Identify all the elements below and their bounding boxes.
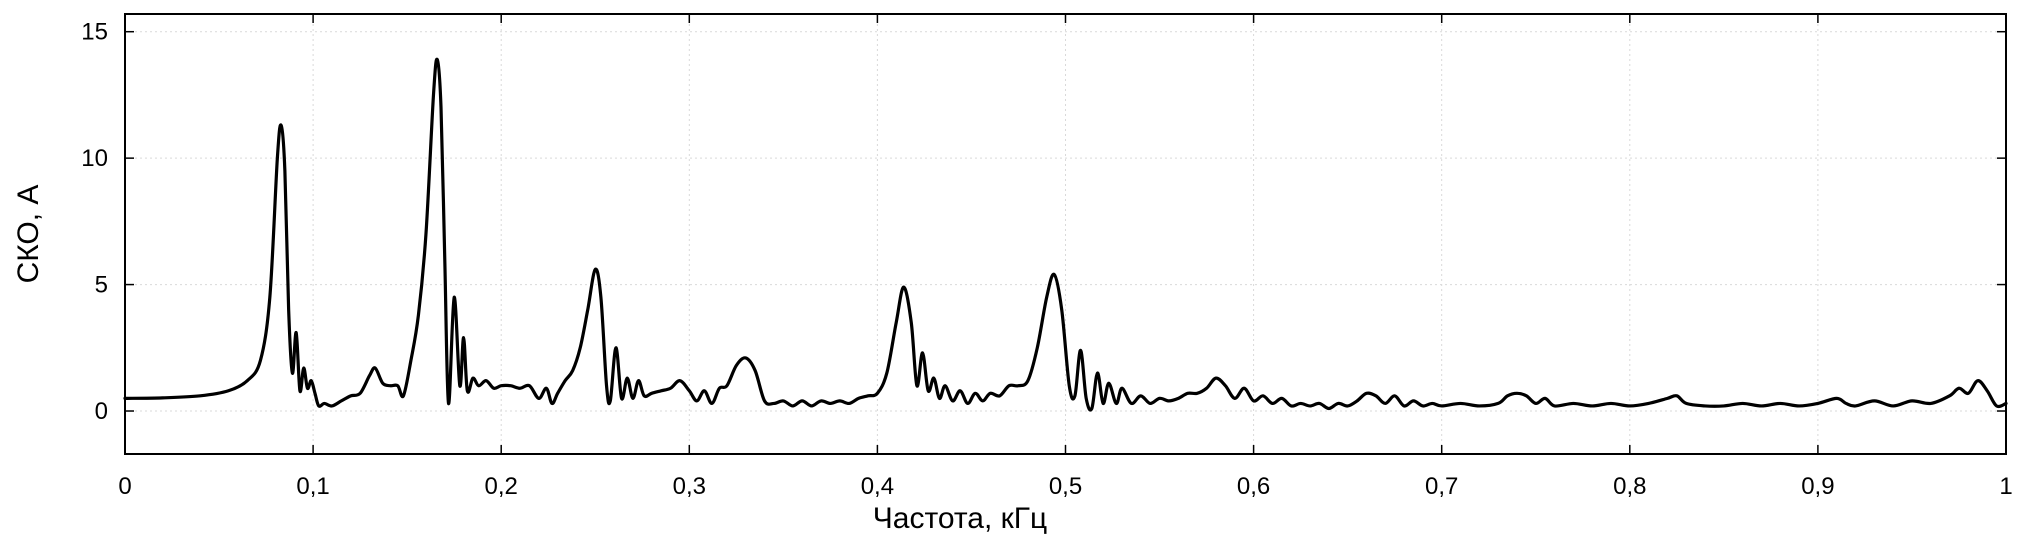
x-tick-label: 0,2 [485,473,518,500]
x-tick-labels: 0 0,1 0,2 0,3 0,4 0,5 0,6 0,7 0,8 0,9 1 [118,473,2012,500]
y-tick-label: 15 [81,19,108,46]
x-tick-label: 0,4 [861,473,894,500]
y-tick-label: 5 [95,272,108,299]
x-tick-label: 0,5 [1049,473,1082,500]
y-axis-title: СКО, А [12,185,45,284]
grid [125,14,2006,454]
x-tick-label: 0,6 [1237,473,1270,500]
x-tick-label: 0,1 [296,473,329,500]
x-axis-title: Частота, кГц [873,502,1047,535]
y-tick-label: 0 [95,398,108,425]
x-tick-label: 1 [1999,473,2012,500]
y-tick-label: 10 [81,145,108,172]
x-tick-label: 0,9 [1801,473,1834,500]
x-tick-label: 0 [118,473,131,500]
y-tick-labels: 0 5 10 15 [81,19,108,425]
x-tick-label: 0,8 [1613,473,1646,500]
series-line [123,57,2008,412]
x-tick-label: 0,3 [673,473,706,500]
plot-frame [124,13,2007,455]
x-tick-label: 0,7 [1425,473,1458,500]
